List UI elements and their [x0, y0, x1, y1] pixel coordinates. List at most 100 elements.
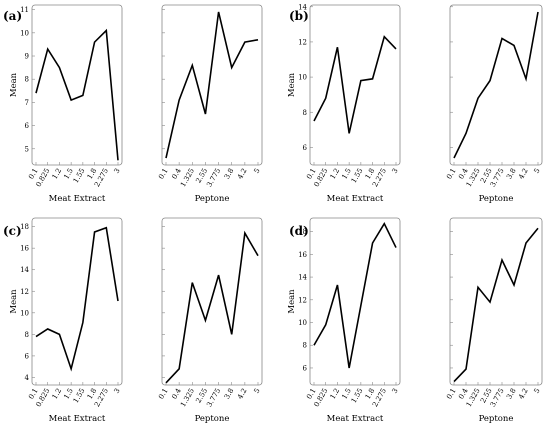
y-tick-label: 18 [298, 228, 307, 236]
y-tick-label: 18 [20, 223, 29, 231]
y-tick-label: 10 [298, 319, 307, 327]
x-tick-label: 1.55 [72, 387, 87, 405]
series-line [313, 222, 397, 369]
x-tick-label: 3.775 [205, 167, 222, 188]
plot-frame [161, 217, 263, 386]
x-tick-label: 3 [391, 387, 400, 395]
x-tick-label: 3.8 [505, 167, 517, 181]
plot-frame [449, 4, 543, 166]
x-tick-label: 1.325 [179, 387, 196, 408]
x-tick-label: 1.55 [72, 167, 87, 185]
x-tick-label: 4.2 [236, 167, 248, 181]
y-tick-label: 12 [298, 38, 307, 46]
panel-label: (a) [3, 9, 22, 23]
y-axis-label: Mean [9, 72, 19, 97]
x-tick-label: 0.1 [445, 167, 457, 181]
x-axis-label: Peptone [195, 194, 230, 204]
x-tick-label: 4.2 [517, 387, 529, 401]
x-tick-label: 5 [253, 387, 262, 395]
y-tick-label: 7 [25, 99, 29, 107]
x-tick-label: 5 [533, 387, 542, 395]
series-line [453, 11, 539, 159]
y-tick-label: 14 [20, 266, 29, 274]
y-axis-label: Mean [287, 72, 297, 97]
x-tick-label: 1.55 [350, 167, 365, 185]
y-axis-label: Mean [9, 289, 19, 314]
y-tick-label: 11 [20, 6, 29, 14]
panel-label: (b) [289, 9, 309, 23]
x-tick-label: 5 [533, 167, 542, 175]
y-tick-label: 9 [25, 53, 29, 61]
y-tick-label: 12 [20, 288, 29, 296]
plot-frame [31, 217, 123, 386]
y-tick-label: 6 [303, 144, 308, 152]
plot-frame [449, 217, 543, 386]
plot-frame [309, 4, 401, 166]
y-tick-label: 16 [298, 251, 307, 259]
x-tick-label: 1.55 [350, 387, 365, 405]
plot-frame [161, 4, 263, 166]
x-tick-label: 3 [113, 387, 122, 395]
y-tick-label: 10 [20, 29, 29, 37]
x-axis-label: Meat Extract [327, 194, 384, 204]
y-tick-label: 5 [25, 145, 29, 153]
y-tick-label: 4 [25, 374, 30, 382]
x-tick-label: 1.325 [179, 167, 196, 188]
x-tick-label: 0.1 [157, 387, 169, 401]
x-axis-label: Meat Extract [49, 414, 106, 424]
x-tick-label: 0.1 [445, 387, 457, 401]
x-tick-label: 3 [113, 167, 122, 175]
x-tick-label: 3.8 [223, 387, 235, 401]
plot-frame [31, 4, 123, 166]
x-tick-label: 5 [253, 167, 262, 175]
series-line [35, 226, 119, 372]
series-line [453, 227, 539, 383]
x-tick-label: 3.8 [223, 167, 235, 181]
x-tick-label: 4.2 [236, 387, 248, 401]
y-tick-label: 6 [303, 364, 308, 372]
y-tick-label: 8 [303, 109, 307, 117]
plot-frame [309, 217, 401, 386]
y-tick-label: 8 [25, 76, 29, 84]
y-tick-label: 6 [25, 352, 30, 360]
panel-label: (c) [3, 224, 22, 238]
y-tick-label: 10 [298, 74, 307, 82]
panel-label: (d) [289, 224, 309, 238]
x-tick-label: 3.775 [205, 387, 222, 408]
x-tick-label: 1.2 [51, 167, 63, 181]
series-line [165, 11, 259, 159]
y-tick-label: 8 [25, 331, 29, 339]
x-axis-label: Meat Extract [49, 194, 106, 204]
y-tick-label: 10 [20, 309, 29, 317]
x-axis-label: Peptone [479, 414, 514, 424]
y-tick-label: 8 [303, 342, 307, 350]
x-tick-label: 1.2 [329, 387, 341, 401]
x-tick-label: 0.4 [170, 387, 183, 401]
x-tick-label: 1.2 [51, 387, 63, 401]
y-tick-label: 14 [298, 3, 307, 11]
x-axis-label: Peptone [479, 194, 514, 204]
x-axis-label: Peptone [195, 414, 230, 424]
panel-1: (b) Mean 6 8 10 12 140.10.825 1.2 1.51.55 1.82.27… [287, 3, 543, 204]
x-tick-label: 0.4 [170, 167, 183, 181]
series-line [35, 28, 119, 161]
x-tick-label: 0.1 [157, 167, 169, 181]
y-tick-label: 16 [20, 245, 29, 253]
x-tick-label: 4.2 [517, 167, 529, 181]
series-line [165, 230, 259, 384]
x-tick-label: 3.8 [505, 387, 517, 401]
y-tick-label: 14 [298, 274, 307, 282]
y-axis-label: Mean [287, 289, 297, 314]
x-tick-label: 1.2 [329, 167, 341, 181]
